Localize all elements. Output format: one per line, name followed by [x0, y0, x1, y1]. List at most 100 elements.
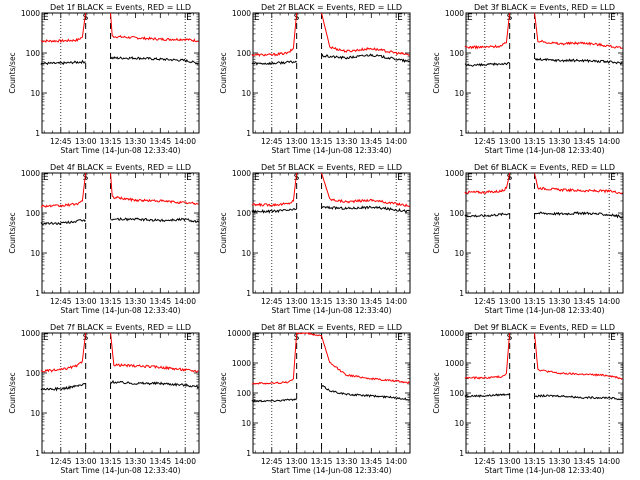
series-red-line	[110, 12, 199, 43]
x-tick-label: 13:00	[75, 297, 97, 306]
series-red-line	[251, 332, 410, 385]
series-black-line	[321, 205, 410, 213]
x-axis-label: Start Time (14-Jun-08 12:33:40)	[485, 466, 605, 475]
x-axis-label: Start Time (14-Jun-08 12:33:40)	[61, 146, 181, 155]
y-axis-label: Counts/sec	[432, 372, 441, 413]
y-tick-label: 1000	[21, 9, 40, 18]
x-tick-label: 12:45	[261, 457, 283, 466]
marker-label-e: E	[610, 173, 616, 183]
marker-label-s: S	[83, 173, 89, 183]
y-tick-label: 1000	[232, 9, 251, 18]
x-tick-label: 14:00	[385, 457, 407, 466]
y-tick-label: 1000	[232, 169, 251, 178]
y-axis-label: Counts/sec	[432, 212, 441, 253]
x-tick-label: 13:30	[125, 457, 147, 466]
series-red-line	[534, 173, 623, 194]
series-red-line	[110, 172, 199, 206]
y-tick-label: 1	[246, 129, 251, 138]
y-axis-label: Counts/sec	[219, 212, 228, 253]
x-tick-label: 13:00	[286, 297, 308, 306]
chart-title: Det 1f BLACK = Events, RED = LLD	[50, 3, 191, 12]
x-tick-label: 13:45	[360, 297, 382, 306]
series-red-line	[40, 12, 87, 43]
x-axis-label: Start Time (14-Jun-08 12:33:40)	[272, 146, 392, 155]
x-tick-label: 13:15	[524, 457, 546, 466]
series-black-line	[534, 211, 623, 219]
x-tick-label: 13:30	[549, 457, 571, 466]
y-tick-label: 1000	[445, 9, 464, 18]
chart-title: Det 2f BLACK = Events, RED = LLD	[261, 3, 402, 12]
x-axis-label: Start Time (14-Jun-08 12:33:40)	[61, 466, 181, 475]
x-tick-label: 14:00	[385, 137, 407, 146]
marker-label-e: E	[397, 173, 403, 183]
x-axis-label: Start Time (14-Jun-08 12:33:40)	[272, 306, 392, 315]
y-axis-label: Counts/sec	[219, 52, 228, 93]
chart-panel-3: Det 3f BLACK = Events, RED = LLD 1 10 100 10…	[432, 3, 624, 155]
chart-title: Det 3f BLACK = Events, RED = LLD	[474, 3, 615, 12]
y-tick-label: 1	[459, 289, 464, 298]
x-tick-label: 13:15	[524, 137, 546, 146]
marker-label-e-start: E	[43, 13, 49, 23]
plot-frame	[252, 332, 411, 454]
marker-label-s: S	[507, 173, 513, 183]
y-tick-label: 1000	[232, 359, 251, 368]
plot-frame	[41, 172, 200, 294]
marker-label-s: S	[83, 13, 89, 23]
plot-frame	[465, 332, 624, 454]
x-tick-label: 13:30	[336, 137, 358, 146]
marker-label-e-start: E	[43, 173, 49, 183]
y-tick-label: 10	[241, 249, 251, 258]
chart-title: Det 5f BLACK = Events, RED = LLD	[261, 163, 402, 172]
series-red-line	[40, 332, 87, 373]
x-tick-label: 13:15	[524, 297, 546, 306]
x-tick-label: 13:15	[311, 137, 333, 146]
y-tick-label: 10000	[227, 329, 251, 338]
y-tick-label: 100	[26, 209, 41, 218]
series-black-line	[40, 59, 86, 66]
series-black-line	[251, 398, 297, 403]
series-black-line	[40, 219, 87, 226]
plot-frame	[252, 12, 411, 134]
x-tick-label: 14:00	[385, 297, 407, 306]
x-tick-label: 13:30	[549, 297, 571, 306]
marker-label-e-start: E	[254, 333, 260, 343]
chart-title: Det 6f BLACK = Events, RED = LLD	[474, 163, 615, 172]
series-black-line	[464, 61, 511, 67]
x-tick-label: 12:45	[261, 297, 283, 306]
marker-label-e: E	[610, 333, 616, 343]
x-tick-label: 13:00	[75, 457, 97, 466]
y-tick-label: 100	[26, 369, 41, 378]
x-tick-label: 13:15	[311, 457, 333, 466]
x-tick-label: 13:00	[499, 457, 521, 466]
series-red-line	[40, 172, 87, 209]
marker-label-s: S	[83, 333, 89, 343]
y-tick-label: 10	[30, 249, 40, 258]
marker-label-e: E	[186, 13, 192, 23]
x-tick-label: 13:30	[336, 297, 358, 306]
x-tick-label: 12:45	[474, 457, 496, 466]
x-tick-label: 12:45	[50, 137, 72, 146]
y-tick-label: 10000	[440, 329, 464, 338]
series-black-line	[110, 56, 199, 65]
series-red-line	[534, 12, 623, 49]
series-black-line	[321, 53, 410, 63]
plot-frame	[465, 12, 624, 134]
marker-label-s: S	[507, 13, 513, 23]
series-red-line	[251, 12, 298, 58]
marker-label-e-start: E	[254, 13, 260, 23]
x-tick-label: 13:45	[573, 137, 595, 146]
chart-title: Det 8f BLACK = Events, RED = LLD	[261, 323, 402, 332]
y-tick-label: 10	[454, 419, 464, 428]
x-tick-label: 13:30	[125, 137, 147, 146]
series-red-line	[110, 332, 199, 373]
y-tick-label: 10	[30, 89, 40, 98]
chart-title: Det 7f BLACK = Events, RED = LLD	[50, 323, 191, 332]
x-tick-label: 13:15	[311, 297, 333, 306]
series-red-line	[534, 332, 623, 380]
y-tick-label: 1000	[445, 359, 464, 368]
series-black-line	[321, 384, 410, 401]
marker-label-e: E	[186, 333, 192, 343]
x-tick-label: 13:00	[499, 137, 521, 146]
series-red-line	[251, 172, 298, 208]
